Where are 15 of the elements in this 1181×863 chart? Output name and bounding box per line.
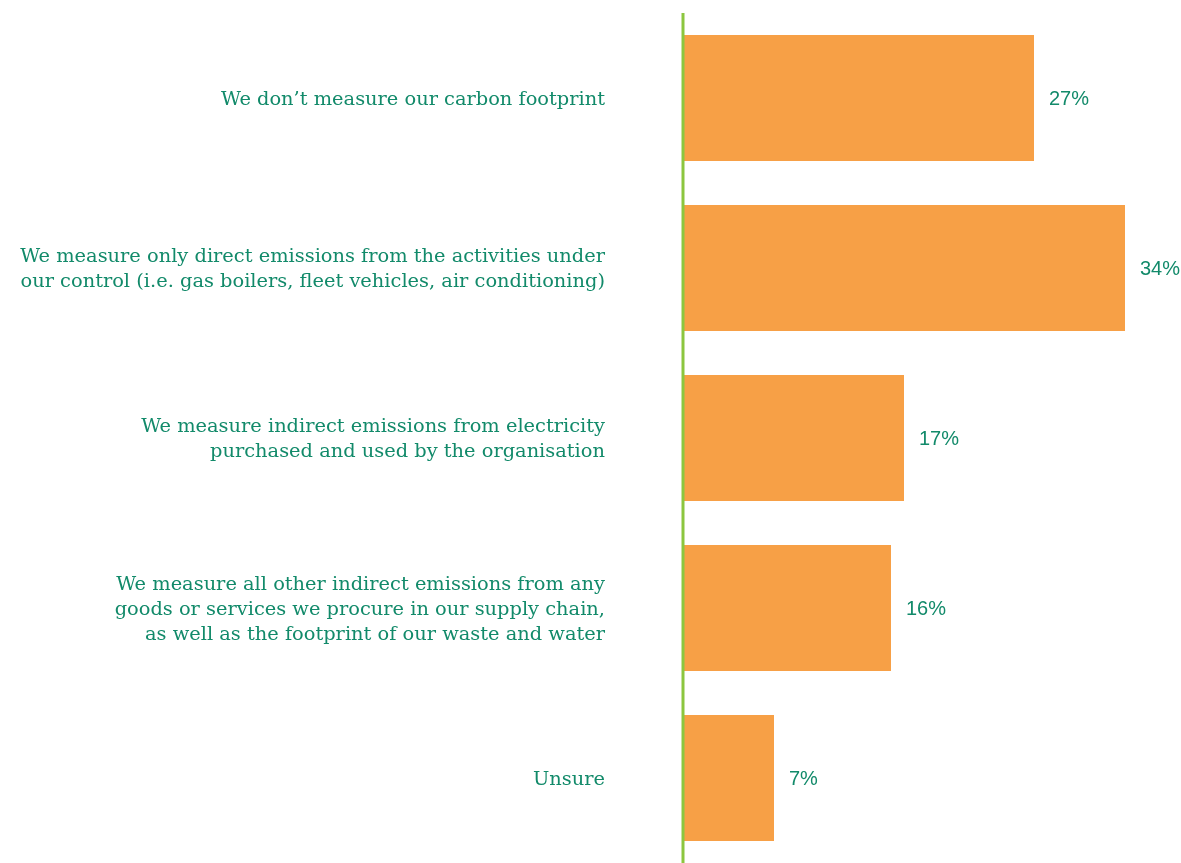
data-label: 27% bbox=[1049, 87, 1090, 109]
bar bbox=[683, 205, 1125, 331]
data-label: 34% bbox=[1140, 257, 1181, 279]
y-tick-label: We don’t measure our carbon footprint bbox=[221, 86, 606, 110]
y-tick-label: Unsure bbox=[532, 766, 605, 790]
bar bbox=[683, 375, 904, 501]
y-tick-label: We measure only direct emissions from the activities under our control (i.e. gas boilers, fleet vehicles, air conditioning) bbox=[20, 244, 606, 293]
data-label: 17% bbox=[919, 427, 960, 449]
data-label: 16% bbox=[906, 597, 947, 619]
bar bbox=[683, 35, 1034, 161]
y-tick-label: We measure all other indirect emissions from any goods or services we procure in our supply chain, as well as the footprint of our waste and water bbox=[114, 571, 606, 645]
y-tick-label: We measure indirect emissions from electricity purchased and used by the organisation bbox=[141, 414, 606, 463]
bar bbox=[683, 715, 774, 841]
bar bbox=[683, 545, 891, 671]
data-label: 7% bbox=[789, 767, 819, 789]
